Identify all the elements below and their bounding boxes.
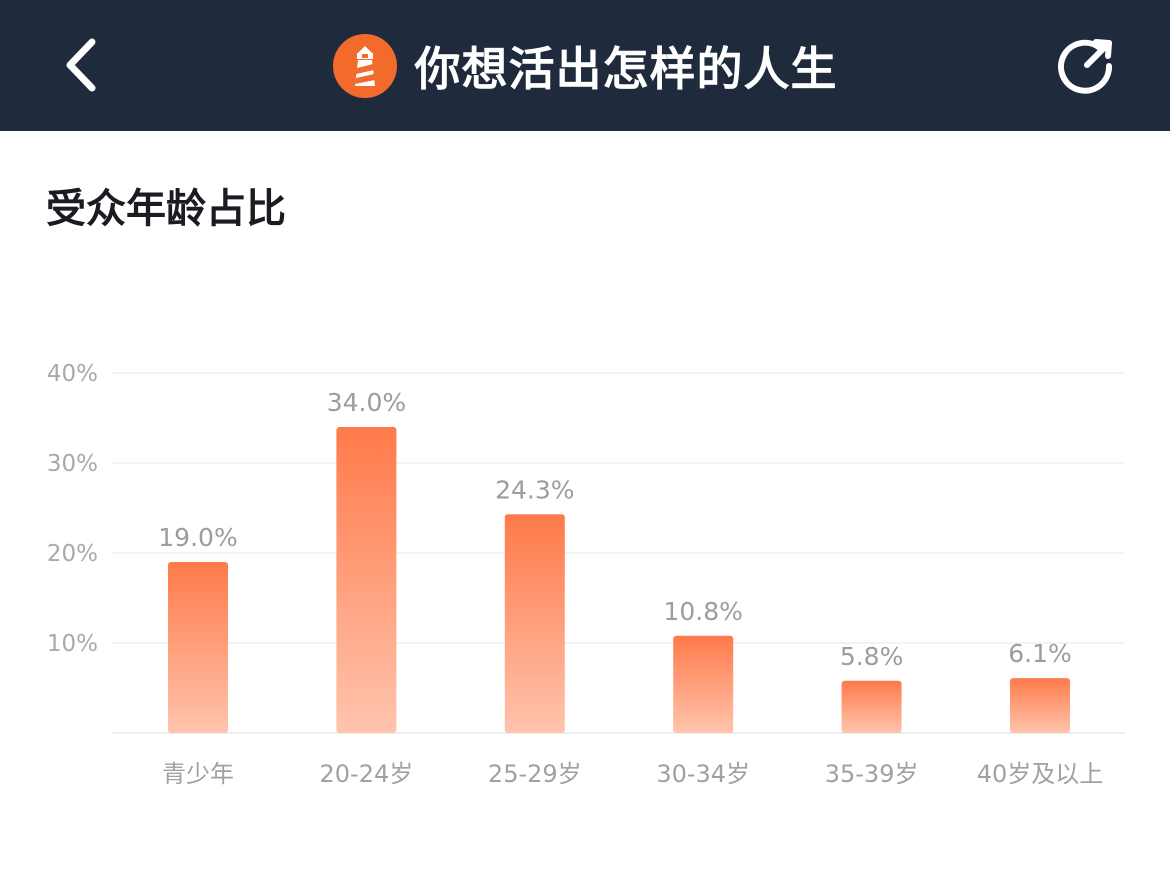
x-category-label: 40岁及以上 (977, 760, 1104, 788)
lighthouse-logo-icon (332, 33, 397, 98)
bar (504, 514, 565, 733)
x-category-label: 青少年 (162, 760, 234, 788)
bar-value-label: 10.8% (663, 597, 742, 626)
x-category-label: 35-39岁 (825, 760, 919, 788)
y-tick-label: 10% (47, 631, 98, 657)
top-navigation-bar: 你想活出怎样的人生 (0, 0, 1170, 131)
x-category-label: 30-34岁 (656, 760, 750, 788)
bar (673, 635, 734, 733)
bar (336, 427, 397, 733)
bar (841, 680, 902, 733)
bar-value-label: 6.1% (1008, 639, 1072, 668)
back-button[interactable] (56, 30, 116, 100)
bar-value-label: 34.0% (327, 388, 406, 417)
y-tick-label: 40% (47, 361, 98, 387)
x-category-label: 20-24岁 (320, 760, 414, 788)
bar-value-label: 19.0% (158, 523, 237, 552)
x-category-label: 25-29岁 (488, 760, 582, 788)
share-refresh-button[interactable] (1056, 36, 1118, 96)
bar (1010, 678, 1070, 733)
share-refresh-icon (1058, 39, 1113, 94)
bar (168, 562, 228, 733)
y-tick-label: 30% (47, 451, 98, 477)
bar-value-label: 24.3% (495, 475, 574, 504)
bar-value-label: 5.8% (840, 642, 904, 671)
page-title: 你想活出怎样的人生 (414, 41, 838, 96)
y-tick-label: 20% (47, 541, 98, 567)
chevron-left-icon (66, 38, 96, 92)
section-title: 受众年龄占比 (46, 186, 286, 232)
